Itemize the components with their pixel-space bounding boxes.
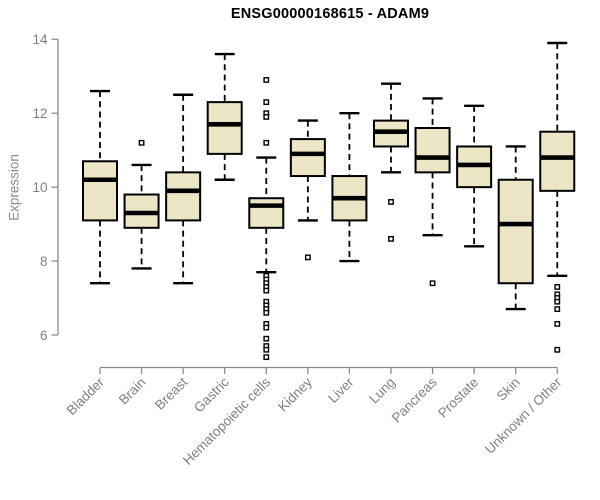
outlier-point: [263, 335, 270, 342]
x-tick-label: Liver: [325, 374, 357, 406]
outlier-point: [138, 139, 145, 146]
box-breast: [165, 171, 202, 222]
box-bladder: [82, 160, 118, 222]
y-tick-label: 6: [40, 328, 48, 343]
outlier-point: [429, 280, 436, 287]
outlier-point: [388, 235, 394, 242]
x-tick-label: Kidney: [275, 374, 315, 414]
y-tick-label: 10: [32, 180, 47, 195]
x-tick-label: Lung: [366, 375, 398, 407]
box-kidney: [289, 138, 326, 178]
outlier-point: [388, 199, 394, 205]
outlier-point: [304, 254, 311, 261]
x-tick-label: Prostate: [435, 375, 481, 421]
box-skin: [497, 178, 534, 285]
outlier-point: [554, 284, 561, 290]
chart-title: ENSG00000168615 - ADAM9: [230, 6, 430, 22]
box-pancreas: [414, 127, 451, 174]
y-tick-label: 12: [32, 106, 47, 121]
outlier-point: [263, 354, 270, 361]
y-axis-title: Expression: [6, 154, 22, 221]
x-tick-label: Pancreas: [389, 374, 440, 425]
outlier-point: [554, 298, 561, 305]
x-tick-label: Bladder: [64, 374, 108, 418]
x-tick-label: Brain: [116, 375, 149, 408]
outlier-point: [263, 287, 270, 294]
box-gastric: [206, 101, 243, 155]
y-tick-label: 14: [32, 32, 48, 47]
outlier-point: [554, 346, 561, 353]
outlier-point: [263, 139, 270, 146]
outlier-point: [554, 320, 561, 327]
box-unknown-other: [539, 130, 576, 192]
outlier-point: [263, 324, 270, 331]
outlier-point: [263, 309, 270, 316]
x-tick-label: Skin: [494, 375, 523, 404]
x-tick-label: Gastric: [191, 374, 232, 415]
y-tick-label: 8: [40, 254, 48, 269]
outlier-point: [263, 114, 270, 120]
outlier-point: [263, 99, 270, 106]
box-hematopoietic-cells: [248, 197, 285, 229]
x-tick-label: Unknown / Other: [482, 374, 565, 457]
outlier-point: [554, 306, 561, 313]
outlier-point: [263, 77, 270, 83]
x-tick-label: Breast: [152, 374, 190, 412]
outlier-point: [263, 346, 270, 353]
